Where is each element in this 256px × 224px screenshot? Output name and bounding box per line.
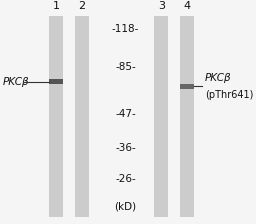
Text: PKCβ: PKCβ [205,73,231,83]
Text: 2: 2 [78,1,86,11]
Text: PKCβ: PKCβ [3,77,29,87]
Bar [49,16,63,217]
Text: (pThr641): (pThr641) [205,90,253,100]
Text: -47-: -47- [115,109,136,119]
Text: (kD): (kD) [114,201,136,211]
Bar [154,16,168,217]
Bar [49,79,63,84]
Text: -36-: -36- [115,143,136,153]
Bar [180,16,194,217]
Text: -85-: -85- [115,62,136,72]
Bar [180,84,194,89]
Text: 1: 1 [53,1,60,11]
Text: -26-: -26- [115,174,136,184]
Text: 4: 4 [183,1,190,11]
Bar [75,16,89,217]
Text: -118-: -118- [112,24,139,34]
Text: 3: 3 [158,1,165,11]
